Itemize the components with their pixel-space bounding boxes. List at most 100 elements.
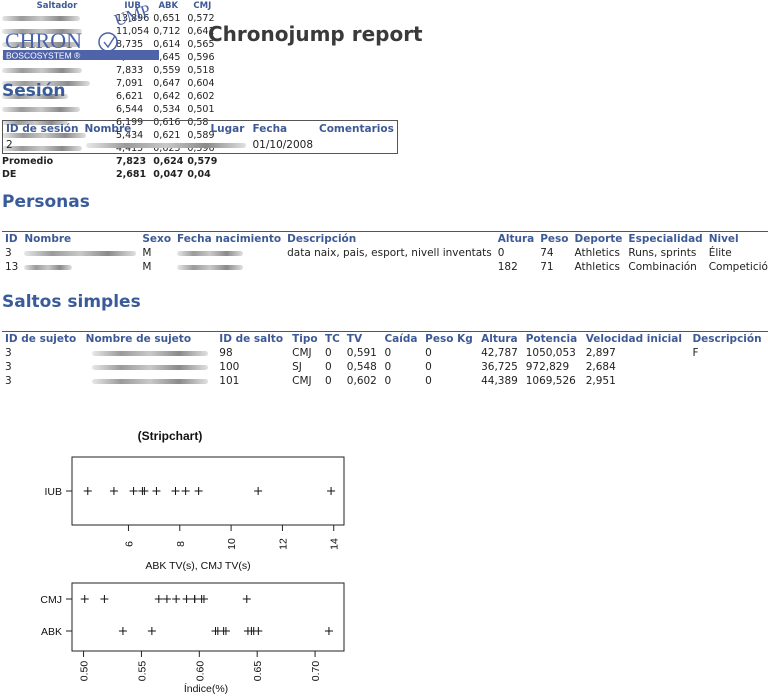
column-header: Velocidad inicial — [585, 333, 682, 345]
table-row: 11,054 0,712 0,641 — [0, 25, 219, 38]
cell: 0,591 — [346, 347, 377, 359]
logo-text: CHRON — [5, 28, 82, 53]
redacted-name — [21, 246, 139, 260]
cell: 0,596 — [187, 143, 215, 154]
redacted-name — [81, 137, 249, 154]
column-header: Nombre — [24, 233, 72, 245]
cell: 0,712 — [153, 26, 181, 37]
cell: 0,645 — [153, 52, 181, 63]
data-point — [243, 627, 252, 635]
column-header: ID — [5, 233, 18, 245]
x-tick-label: 10 — [226, 538, 238, 550]
data-point — [138, 487, 147, 495]
cell: 36,725 — [481, 361, 518, 373]
section-title-saltos: Saltos simples — [2, 292, 141, 312]
cell: 0,565 — [187, 39, 215, 50]
cell: 42,787 — [481, 347, 518, 359]
stripchart: (Stripchart) IUB 6 8 10 12 14 ABK TV(s), CMJ … — [40, 429, 345, 695]
redacted-name — [0, 25, 114, 38]
column-header: Nombre de sujeto — [85, 333, 192, 345]
column-header: Lugar — [210, 123, 245, 135]
data-point — [147, 627, 156, 635]
table-row: 3 101 CMJ 0 0,602 0 0 44,389 1069,526 2,… — [2, 374, 768, 388]
column-header: CMJ — [193, 1, 212, 11]
cell: 11,054 — [116, 26, 150, 37]
column-header: Tipo — [292, 333, 318, 345]
cell: 0,58 — [187, 117, 209, 128]
table-row: 13 M 182 71 Athletics Combinación Compet… — [2, 260, 768, 274]
data-point — [324, 627, 333, 635]
data-point — [109, 487, 118, 495]
cell: 0,651 — [153, 13, 181, 24]
cell: 0,616 — [153, 117, 181, 128]
column-header: ID de salto — [219, 333, 284, 345]
chronojump-logo: CHRON UMP BOSCOSYSTEM ® — [3, 1, 159, 61]
cell: 0,534 — [153, 104, 181, 115]
data-point — [190, 595, 199, 603]
cell: 101 — [219, 375, 240, 387]
data-point — [83, 487, 92, 495]
data-point — [242, 595, 251, 603]
data-point — [100, 595, 109, 603]
data-point — [171, 487, 180, 495]
y-tick-label: CMJ — [40, 594, 62, 606]
column-header: Peso Kg — [425, 333, 473, 345]
table-row: 5,434 0,621 0,589 — [0, 129, 219, 142]
redacted-name — [0, 103, 114, 116]
redacted-name — [0, 38, 114, 51]
cell: 71 — [540, 261, 554, 273]
cell: data naix, pais, esport, nivell inventat… — [287, 247, 492, 259]
cell — [284, 260, 495, 274]
cell: 0 — [384, 375, 392, 387]
cell: Athletics — [574, 261, 620, 273]
column-header: Descripción — [287, 233, 357, 245]
cell: 6,621 — [116, 91, 144, 102]
cell: Athletics — [574, 247, 620, 259]
cell: 44,389 — [481, 375, 518, 387]
cell: 0,518 — [187, 65, 215, 76]
redacted-name — [0, 64, 114, 77]
cell: 0,642 — [153, 91, 181, 102]
cell: 7,833 — [116, 65, 144, 76]
page-title: Chronojump report — [208, 22, 423, 46]
table-row: 7,091 0,647 0,604 — [0, 77, 219, 90]
cell: 8,735 — [116, 39, 144, 50]
chart-title: (Stripchart) — [138, 429, 203, 443]
column-header: Saltador — [36, 1, 78, 11]
column-header: Fecha — [252, 123, 288, 135]
data-point — [197, 595, 206, 603]
cell: 0,621 — [153, 130, 181, 141]
column-header: ID de sujeto — [5, 333, 77, 345]
cell: 0,596 — [187, 52, 215, 63]
y-tick-label: ABK — [41, 626, 62, 638]
x-tick-label: 0.65 — [252, 661, 264, 682]
table-row-de: DE 2,681 0,047 0,04 — [0, 168, 219, 181]
table-row: 3 98 CMJ 0 0,591 0 0 42,787 1050,053 2,8… — [2, 346, 768, 360]
x-tick-label: 6 — [123, 541, 135, 547]
cell: 3 — [5, 361, 12, 373]
data-point — [194, 487, 203, 495]
column-header: TC — [325, 333, 340, 345]
data-point — [182, 595, 191, 603]
redacted-name — [0, 129, 114, 142]
cell: 0,559 — [153, 65, 181, 76]
cell: 972,829 — [525, 361, 570, 373]
x-tick-label: 0.50 — [79, 661, 91, 682]
table-header-row: ID de sujeto Nombre de sujeto ID de salt… — [2, 332, 768, 347]
cell: 0,647 — [153, 78, 181, 89]
cell: 3 — [5, 247, 12, 259]
cell: Competición — [708, 261, 768, 273]
cell: 0 — [325, 361, 332, 373]
table-row: 6,544 0,534 0,501 — [0, 103, 219, 116]
redacted-name — [21, 260, 139, 274]
column-header: Descripción — [692, 333, 762, 345]
table-header-row: ID Nombre Sexo Fecha nacimiento Descripc… — [2, 232, 768, 247]
cell — [689, 360, 768, 374]
cell: 0,589 — [187, 130, 215, 141]
sesion-table: ID de sesión Nombre Lugar Fecha Comentar… — [2, 120, 398, 154]
column-header: Caída — [384, 333, 418, 345]
personas-table: ID Nombre Sexo Fecha nacimiento Descripc… — [2, 231, 768, 274]
x-tick-label: 12 — [277, 538, 289, 550]
redacted-name — [83, 346, 217, 360]
table-row: 8,735 0,614 0,565 — [0, 38, 219, 51]
